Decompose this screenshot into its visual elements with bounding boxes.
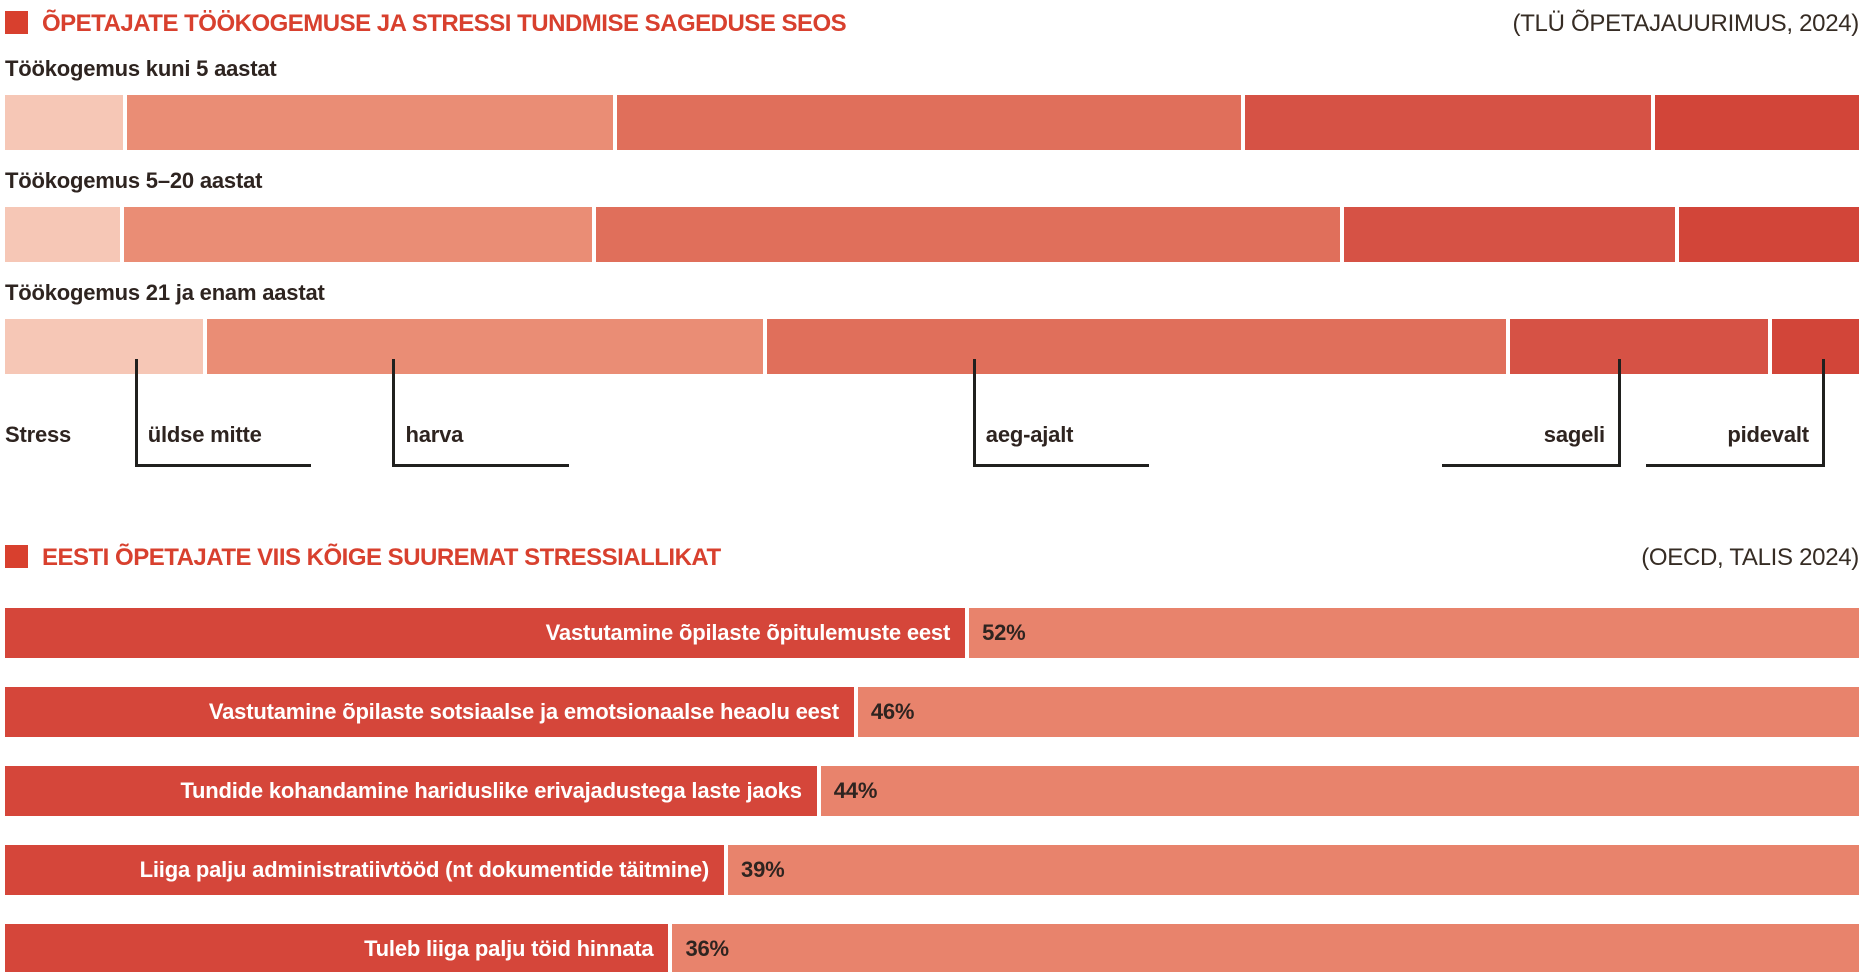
bar-segment-aeg-ajalt — [596, 207, 1344, 262]
stress-source-row-4: Tuleb liiga palju töid hinnata 36% — [5, 924, 1859, 972]
bar-segment-harva — [123, 207, 597, 262]
bar-value: 44% — [833, 778, 878, 803]
stress-infographic: ÕPETAJATE TÖÖKOGEMUSE JA STRESSI TUNDMIS… — [5, 8, 1859, 972]
experience-group-0: Töökogemus kuni 5 aastat — [5, 56, 1859, 150]
stress-source-row-2: Tundide kohandamine hariduslike erivajad… — [5, 766, 1859, 816]
stress-source-row-1: Vastutamine õpilaste sotsiaalse ja emots… — [5, 687, 1859, 737]
bar-segment-aeg-ajalt — [616, 95, 1246, 150]
bar-value: 52% — [982, 620, 1026, 645]
bar-label: Tundide kohandamine hariduslike erivajad… — [180, 778, 802, 803]
red-square-bullet-icon — [5, 545, 28, 568]
stacked-bar-1 — [5, 207, 1859, 262]
bar-segment-sageli — [1343, 207, 1680, 262]
bar-segment-harva — [127, 95, 617, 150]
bar-label: Tuleb liiga palju töid hinnata — [364, 936, 654, 961]
stress-source-bar: Vastutamine õpilaste õpitulemuste eest — [5, 608, 970, 658]
experience-group-2-with-axis: Töökogemus 21 ja enam aastat Stress ülds… — [5, 280, 1859, 470]
bar-segment-pidevalt — [1679, 207, 1859, 262]
stress-source-row-0: Vastutamine õpilaste õpitulemuste eest 5… — [5, 608, 1859, 658]
section1-source: (TLÜ ÕPETAJAUURIMUS, 2024) — [1512, 10, 1860, 37]
axis-label-harva: harva — [405, 422, 464, 447]
connector-line — [1821, 359, 1825, 467]
bar-label: Vastutamine õpilaste sotsiaalse ja emots… — [208, 699, 839, 724]
axis-label-sageli: sageli — [1543, 422, 1605, 447]
label-underline — [134, 464, 311, 467]
section-experience-stress: ÕPETAJATE TÖÖKOGEMUSE JA STRESSI TUNDMIS… — [5, 8, 1859, 470]
bar-segment-sageli — [1510, 319, 1772, 374]
label-underline — [1645, 464, 1822, 467]
bar-segment-uldse-mitte — [5, 319, 208, 374]
bar-track: 36% — [672, 924, 1859, 972]
bar-segment-pidevalt — [1655, 95, 1859, 150]
bar-track: 52% — [969, 608, 1859, 658]
bar-segment-uldse-mitte — [5, 95, 128, 150]
axis-label-pidevalt: pidevalt — [1727, 422, 1809, 447]
bar-segment-pidevalt — [1771, 319, 1859, 374]
bar-segment-sageli — [1245, 95, 1656, 150]
label-underline — [1441, 464, 1618, 467]
label-underline — [392, 464, 569, 467]
connector-line — [134, 359, 138, 467]
stacked-bar-0 — [5, 95, 1859, 150]
group-label: Töökogemus kuni 5 aastat — [5, 56, 277, 81]
bar-value: 36% — [685, 936, 729, 961]
axis-label-aeg-ajalt: aeg-ajalt — [985, 422, 1074, 447]
group-label: Töökogemus 21 ja enam aastat — [5, 280, 325, 305]
section-stress-sources: EESTI ÕPETAJATE VIIS KÕIGE SUUREMAT STRE… — [5, 542, 1859, 972]
axis-title: Stress — [5, 422, 72, 447]
section1-header: ÕPETAJATE TÖÖKOGEMUSE JA STRESSI TUNDMIS… — [5, 8, 1859, 38]
connector-line — [972, 359, 976, 467]
section1-title: ÕPETAJATE TÖÖKOGEMUSE JA STRESSI TUNDMIS… — [42, 10, 847, 37]
connector-line — [1617, 359, 1621, 467]
bar-segment-aeg-ajalt — [766, 319, 1511, 374]
group-label: Töökogemus 5–20 aastat — [5, 168, 263, 193]
stress-source-bar: Tundide kohandamine hariduslike erivajad… — [5, 766, 821, 816]
stress-source-bar: Vastutamine õpilaste sotsiaalse ja emots… — [5, 687, 858, 737]
bar-value: 39% — [741, 857, 785, 882]
label-underline — [972, 464, 1149, 467]
section2-source: (OECD, TALIS 2024) — [1641, 544, 1859, 571]
experience-group-1: Töökogemus 5–20 aastat — [5, 168, 1859, 262]
stacked-bar-2 — [5, 319, 1859, 374]
bar-label: Liiga palju administratiivtööd (nt dokum… — [139, 857, 710, 882]
bar-label: Vastutamine õpilaste õpitulemuste eest — [545, 620, 951, 645]
bar-track: 44% — [821, 766, 1859, 816]
bar-track: 46% — [858, 687, 1859, 737]
stress-source-bars: Vastutamine õpilaste õpitulemuste eest 5… — [5, 608, 1859, 972]
bar-segment-uldse-mitte — [5, 207, 124, 262]
bar-track: 39% — [728, 845, 1859, 895]
stress-source-bar: Tuleb liiga palju töid hinnata — [5, 924, 673, 972]
stress-source-bar: Liiga palju administratiivtööd (nt dokum… — [5, 845, 729, 895]
stress-source-row-3: Liiga palju administratiivtööd (nt dokum… — [5, 845, 1859, 895]
bar-segment-harva — [207, 319, 767, 374]
connector-line — [392, 359, 396, 467]
section2-title: EESTI ÕPETAJATE VIIS KÕIGE SUUREMAT STRE… — [42, 544, 721, 571]
red-square-bullet-icon — [5, 11, 28, 34]
bar-value: 46% — [870, 699, 915, 724]
axis-label-uldse-mitte: üldse mitte — [147, 422, 262, 447]
section2-header: EESTI ÕPETAJATE VIIS KÕIGE SUUREMAT STRE… — [5, 542, 1859, 572]
